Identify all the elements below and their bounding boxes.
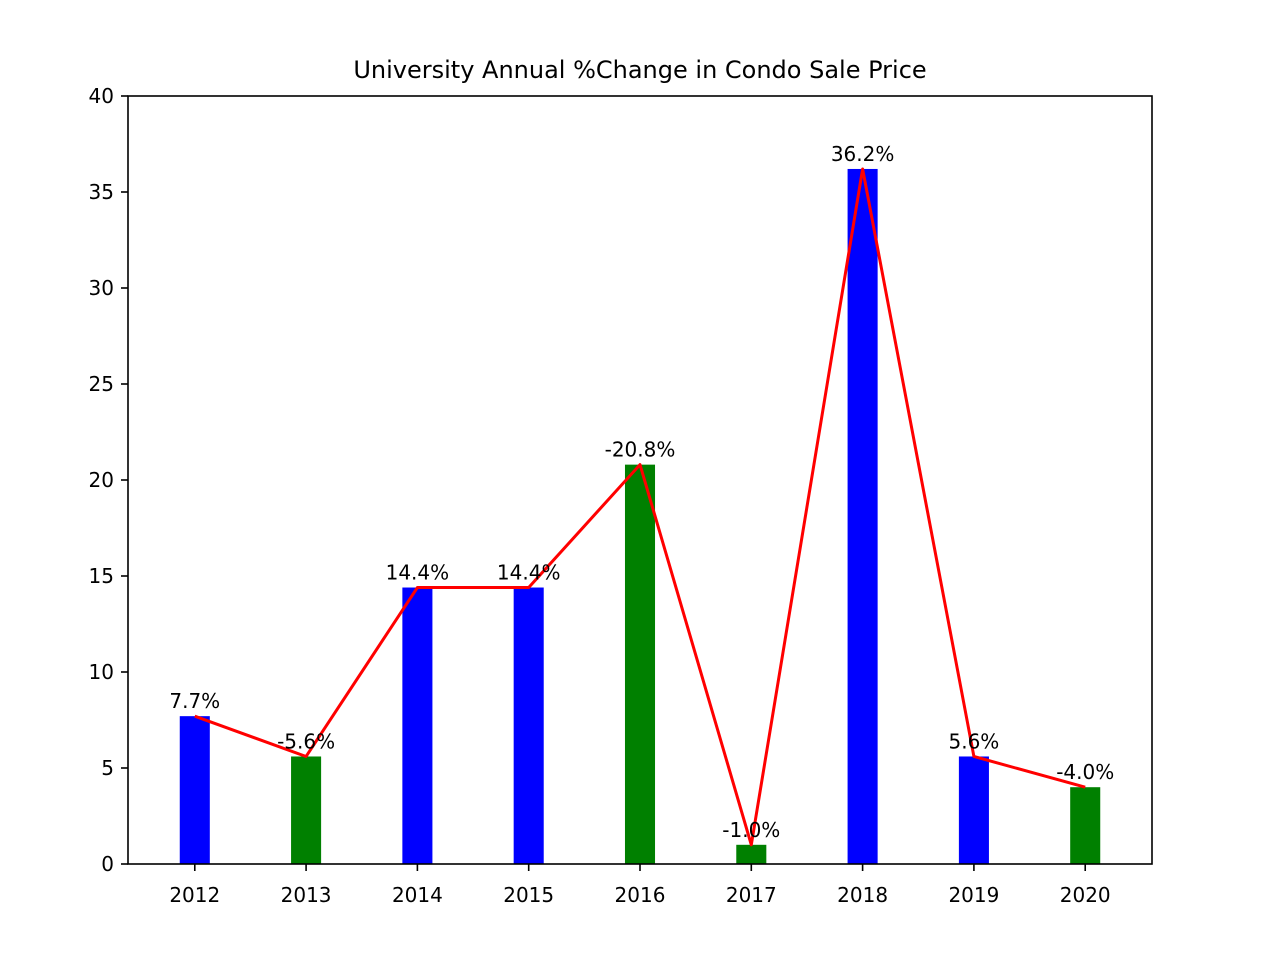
y-tick-label-20: 20 [89, 468, 114, 492]
y-axis: 0 5 10 15 20 25 30 35 40 [89, 84, 128, 876]
bar-label-2016: -20.8% [605, 438, 676, 462]
y-tick-label-0: 0 [101, 852, 114, 876]
x-tick-label-2018: 2018 [837, 883, 888, 907]
x-tick-label-2020: 2020 [1060, 883, 1111, 907]
bar-label-2014: 14.4% [386, 561, 450, 585]
bar-2016 [624, 464, 656, 864]
y-tick-label-25: 25 [89, 372, 114, 396]
bar-label-2017: -1.0% [722, 818, 780, 842]
x-tick-label-2016: 2016 [615, 883, 666, 907]
y-tick-label-30: 30 [89, 276, 114, 300]
y-tick-label-40: 40 [89, 84, 114, 108]
x-tick-label-2017: 2017 [726, 883, 777, 907]
y-tick-label-5: 5 [101, 756, 114, 780]
line-layer [194, 167, 1086, 847]
y-tick-label-15: 15 [89, 564, 114, 588]
x-tick-label-2013: 2013 [281, 883, 332, 907]
bar-2014 [402, 587, 433, 864]
bar-2012 [179, 716, 210, 864]
bar-2013 [291, 756, 322, 864]
bar-label-2013: -5.6% [277, 729, 335, 753]
bar-2019 [958, 756, 989, 864]
bar-label-2012: 7.7% [169, 689, 220, 713]
bar-2017 [736, 844, 767, 864]
bar-label-2019: 5.6% [949, 729, 1000, 753]
bars-layer [179, 168, 1101, 864]
bar-label-2015: 14.4% [497, 561, 561, 585]
bar-2015 [513, 587, 544, 864]
y-tick-label-10: 10 [89, 660, 114, 684]
x-tick-label-2019: 2019 [948, 883, 999, 907]
trend-line [194, 167, 1086, 847]
x-tick-label-2012: 2012 [169, 883, 220, 907]
labels-layer: 7.7% -5.6% 14.4% 14.4% -20.8% -1.0% 36.2% 5.6% -… [169, 142, 1114, 842]
x-tick-label-2015: 2015 [503, 883, 554, 907]
bar-label-2020: -4.0% [1056, 760, 1114, 784]
chart-title: University Annual %Change in Condo Sale … [353, 56, 926, 84]
y-tick-label-35: 35 [89, 180, 114, 204]
x-tick-label-2014: 2014 [392, 883, 443, 907]
x-axis: 2012 2013 2014 2015 2016 2017 2018 2019 2020 [169, 864, 1111, 907]
bar-2018 [847, 168, 878, 864]
bar-label-2018: 36.2% [831, 142, 895, 166]
bar-2020 [1070, 787, 1101, 864]
